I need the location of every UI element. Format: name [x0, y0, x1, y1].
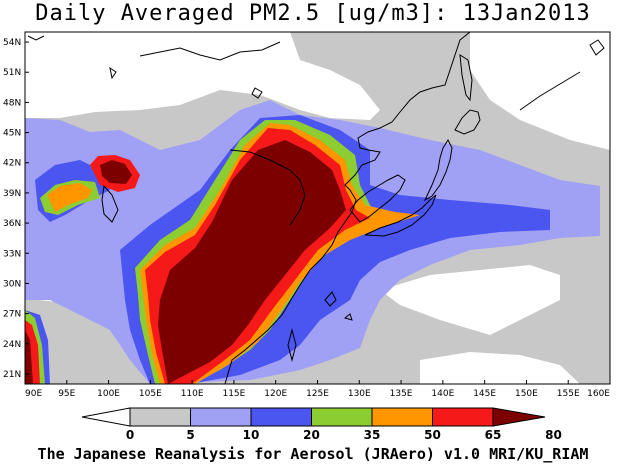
lat-tick-label: 36N: [3, 219, 21, 229]
field-level-50-west: [47, 183, 92, 212]
lon-tick-label: 130E: [348, 389, 371, 399]
colorbar-level-label: 80: [545, 428, 562, 442]
colorbar-level-label: 5: [186, 428, 194, 442]
lat-tick-label: 24N: [3, 340, 21, 350]
lon-tick-label: 120E: [264, 389, 287, 399]
lon-tick-label: 95E: [58, 389, 75, 399]
lon-tick-label: 125E: [306, 389, 329, 399]
colorbar-cell: [311, 407, 373, 427]
colorbar-level-label: 0: [126, 428, 134, 442]
lon-tick-label: 115E: [222, 389, 245, 399]
map-title: Daily Averaged PM2.5 [ug/m3]: 13Jan2013: [35, 1, 591, 26]
latitude-ticks: 54N 51N 48N 45N 42N 39N 36N 33N 30N 27N 24N 21N: [3, 38, 29, 380]
field-white-se: [380, 265, 560, 335]
field-level-80-west: [100, 160, 132, 184]
lat-tick-label: 27N: [3, 310, 21, 320]
lon-tick-label: 145E: [473, 389, 496, 399]
lon-tick-label: 160E: [587, 389, 610, 399]
lon-tick-label: 105E: [139, 389, 162, 399]
field-white-ne: [470, 32, 610, 150]
colorbar-cell: [250, 407, 312, 427]
lat-tick-label: 45N: [3, 129, 21, 139]
lat-tick-label: 21N: [3, 370, 21, 380]
colorbar: 0 5 10 20 35 50 65 80: [81, 407, 562, 442]
footer-caption: The Japanese Reanalysis for Aerosol (JRA…: [37, 445, 589, 463]
colorbar-cell: [129, 407, 191, 427]
longitude-ticks: 90E 95E 100E 105E 110E 115E 120E 125E 130E 135E 14…: [24, 380, 611, 399]
coastlines: [27, 32, 605, 384]
pm25-field: [25, 32, 610, 384]
lon-tick-label: 155E: [557, 389, 580, 399]
lat-tick-label: 39N: [3, 189, 21, 199]
lon-tick-label: 100E: [97, 389, 120, 399]
colorbar-level-label: 20: [303, 428, 320, 442]
colorbar-high-arrow: [492, 407, 546, 427]
lat-tick-label: 42N: [3, 159, 21, 169]
lat-tick-label: 30N: [3, 279, 21, 289]
field-white-south: [420, 352, 580, 384]
colorbar-cell: [432, 407, 494, 427]
lon-tick-label: 150E: [515, 389, 538, 399]
colorbar-low-arrow: [81, 407, 131, 427]
lat-tick-label: 33N: [3, 249, 21, 259]
field-white-north: [25, 32, 380, 120]
lat-tick-label: 48N: [3, 98, 21, 108]
colorbar-cell: [190, 407, 252, 427]
lat-tick-label: 54N: [3, 38, 21, 48]
colorbar-level-label: 35: [364, 428, 381, 442]
lon-tick-label: 135E: [390, 389, 413, 399]
lon-tick-label: 90E: [25, 389, 42, 399]
field-level-80-main: [158, 140, 346, 384]
lon-tick-label: 140E: [431, 389, 454, 399]
colorbar-level-label: 65: [485, 428, 502, 442]
colorbar-level-label: 10: [243, 428, 260, 442]
colorbar-level-label: 50: [424, 428, 441, 442]
colorbar-cell: [371, 407, 433, 427]
lon-tick-label: 110E: [181, 389, 204, 399]
lat-tick-label: 51N: [3, 68, 21, 78]
